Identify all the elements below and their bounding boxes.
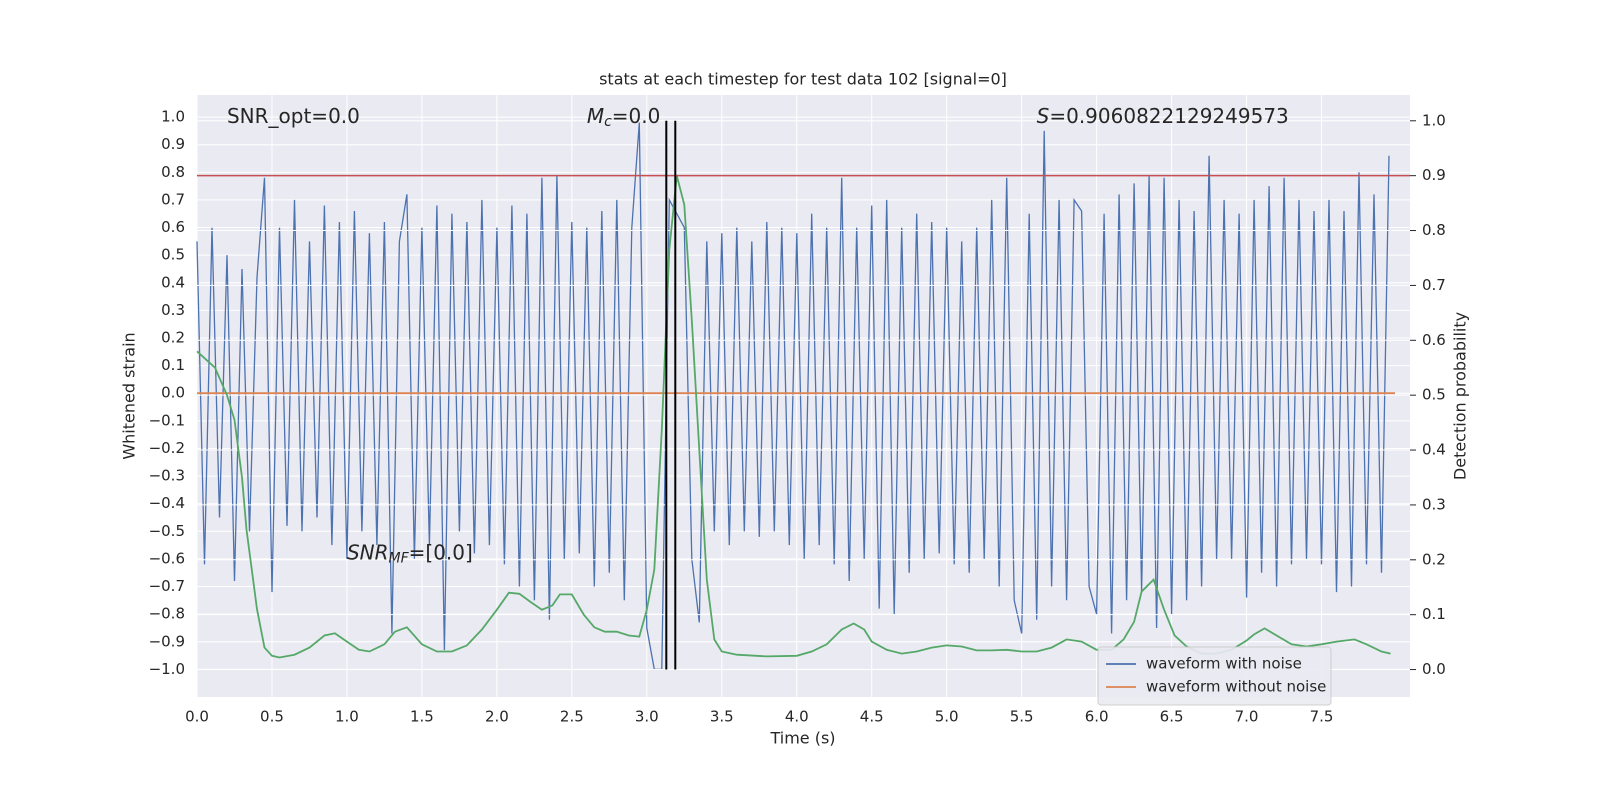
legend-label: waveform with noise (1146, 655, 1302, 673)
y2-tick-label: 1.0 (1422, 111, 1446, 129)
legend-box (1097, 646, 1332, 706)
x-tick-label: 0.0 (185, 708, 209, 726)
y-tick-label: 0.7 (161, 190, 185, 208)
y-tick-label: −0.4 (149, 494, 185, 512)
annotation-text: M (587, 104, 604, 128)
y-tick-label: 0.3 (161, 301, 185, 319)
y2-tick-label: 0.7 (1422, 276, 1446, 294)
y-tick-label: 0.8 (161, 163, 185, 181)
x-tick-label: 7.5 (1310, 708, 1334, 726)
annotation-text: SNR_opt=0.0 (227, 104, 360, 128)
annotation-text: MF (389, 550, 410, 566)
y-tick-label: 0.2 (161, 329, 185, 347)
annotation-text: SNR (347, 540, 389, 564)
x-tick-label: 3.0 (635, 708, 659, 726)
y-tick-label: −0.9 (149, 632, 185, 650)
y2-tick-label: 0.4 (1422, 441, 1446, 459)
y-tick-label: 0.5 (161, 246, 185, 264)
y2-axis-label: Detection probability (1451, 312, 1470, 480)
y-tick-label: 0.1 (161, 356, 185, 374)
y2-tick-label: 0.3 (1422, 495, 1446, 513)
y-axis-label: Whitened strain (120, 332, 139, 459)
y2-tick-label: 0.1 (1422, 605, 1446, 623)
y-tick-label: 0.0 (161, 384, 185, 402)
x-tick-label: 3.5 (710, 708, 734, 726)
y-tick-label: −0.3 (149, 467, 185, 485)
series-line (196, 175, 1391, 659)
annotation-text: =[0.0] (409, 540, 473, 564)
legend-label: waveform without noise (1146, 678, 1326, 696)
x-tick-label: 2.5 (560, 708, 584, 726)
y-tick-label: −0.2 (149, 439, 185, 457)
annotation: S=0.9060822129249573 (1037, 104, 1289, 128)
annotation-text: c (604, 114, 612, 130)
annotation: Mc=0.0 (587, 104, 661, 130)
y-tick-label: −1.0 (149, 660, 185, 678)
x-tick-label: 5.0 (935, 708, 959, 726)
x-axis-label: Time (s) (769, 729, 835, 748)
y-tick-label: −0.1 (149, 411, 185, 429)
y-tick-label: 1.0 (161, 108, 185, 126)
chart-title: stats at each timestep for test data 102… (599, 70, 1007, 89)
y2-tick-label: 0.2 (1422, 550, 1446, 568)
x-tick-label: 7.0 (1235, 708, 1259, 726)
y2-tick-label: 0.8 (1422, 221, 1446, 239)
x-tick-label: 2.0 (485, 708, 509, 726)
annotation: SNRMF=[0.0] (347, 540, 473, 567)
y-tick-label: −0.8 (149, 605, 185, 623)
x-tick-label: 6.0 (1085, 708, 1109, 726)
y2-tick-label: 0.6 (1422, 331, 1446, 349)
y-tick-label: 0.9 (161, 135, 185, 153)
y-tick-label: 0.6 (161, 218, 185, 236)
y2-tick-label: 0.5 (1422, 386, 1446, 404)
x-tick-label: 4.0 (785, 708, 809, 726)
annotation-text: =0.9060822129249573 (1049, 104, 1288, 128)
series-line (196, 122, 1390, 671)
x-tick-label: 1.5 (410, 708, 434, 726)
x-tick-label: 4.5 (860, 708, 884, 726)
annotation-text: =0.0 (612, 104, 661, 128)
annotation-text: S (1037, 104, 1050, 128)
y-tick-label: −0.5 (149, 522, 185, 540)
x-tick-label: 0.5 (260, 708, 284, 726)
x-tick-label: 5.5 (1010, 708, 1034, 726)
y-tick-label: −0.6 (149, 549, 185, 567)
x-tick-label: 6.5 (1160, 708, 1184, 726)
y2-tick-label: 0.0 (1422, 660, 1446, 678)
y-tick-label: −0.7 (149, 577, 185, 595)
annotation: SNR_opt=0.0 (227, 104, 360, 128)
y-tick-label: 0.4 (161, 273, 185, 291)
y2-tick-label: 0.9 (1422, 166, 1446, 184)
x-tick-label: 1.0 (335, 708, 359, 726)
